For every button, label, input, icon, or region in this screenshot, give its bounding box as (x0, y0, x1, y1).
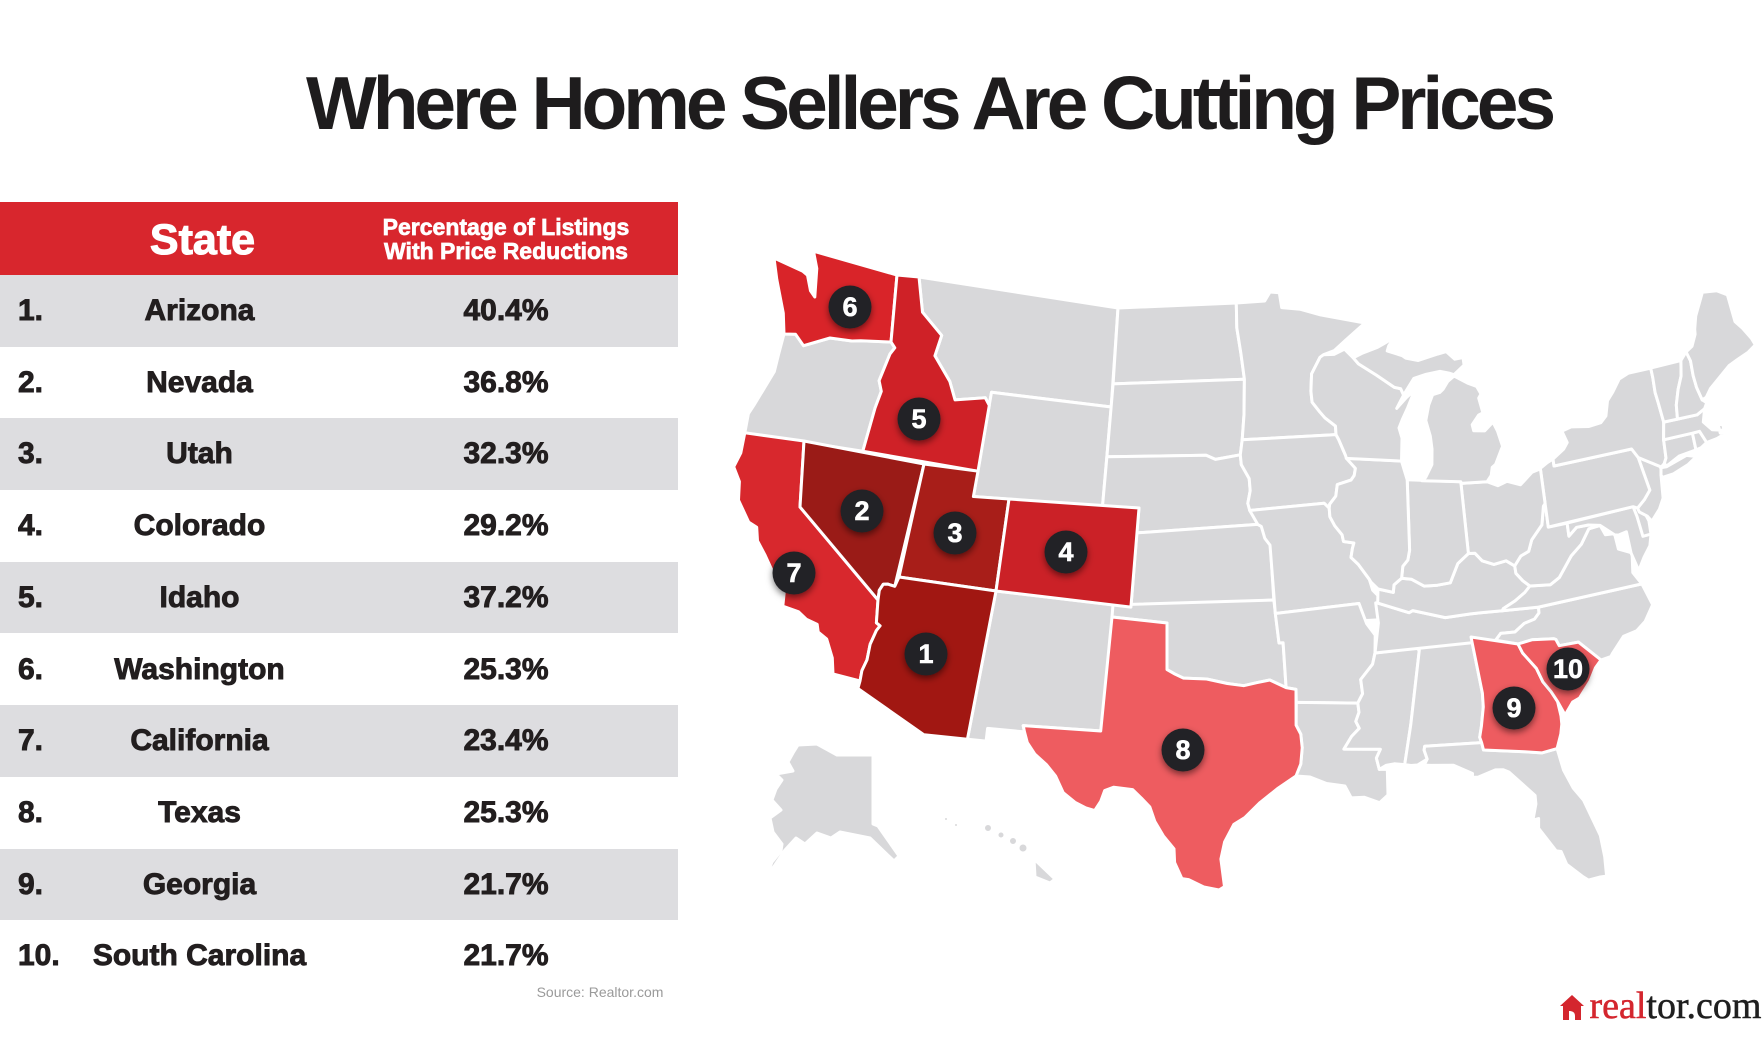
svg-text:7: 7 (786, 558, 801, 588)
svg-text:3: 3 (947, 518, 962, 548)
svg-text:4: 4 (1058, 537, 1073, 567)
svg-text:5: 5 (911, 404, 926, 434)
svg-text:10: 10 (1553, 654, 1583, 684)
svg-text:1: 1 (918, 639, 933, 669)
svg-text:8: 8 (1175, 735, 1190, 765)
svg-text:9: 9 (1506, 693, 1521, 723)
svg-text:6: 6 (842, 292, 857, 322)
svg-text:2: 2 (854, 496, 869, 526)
